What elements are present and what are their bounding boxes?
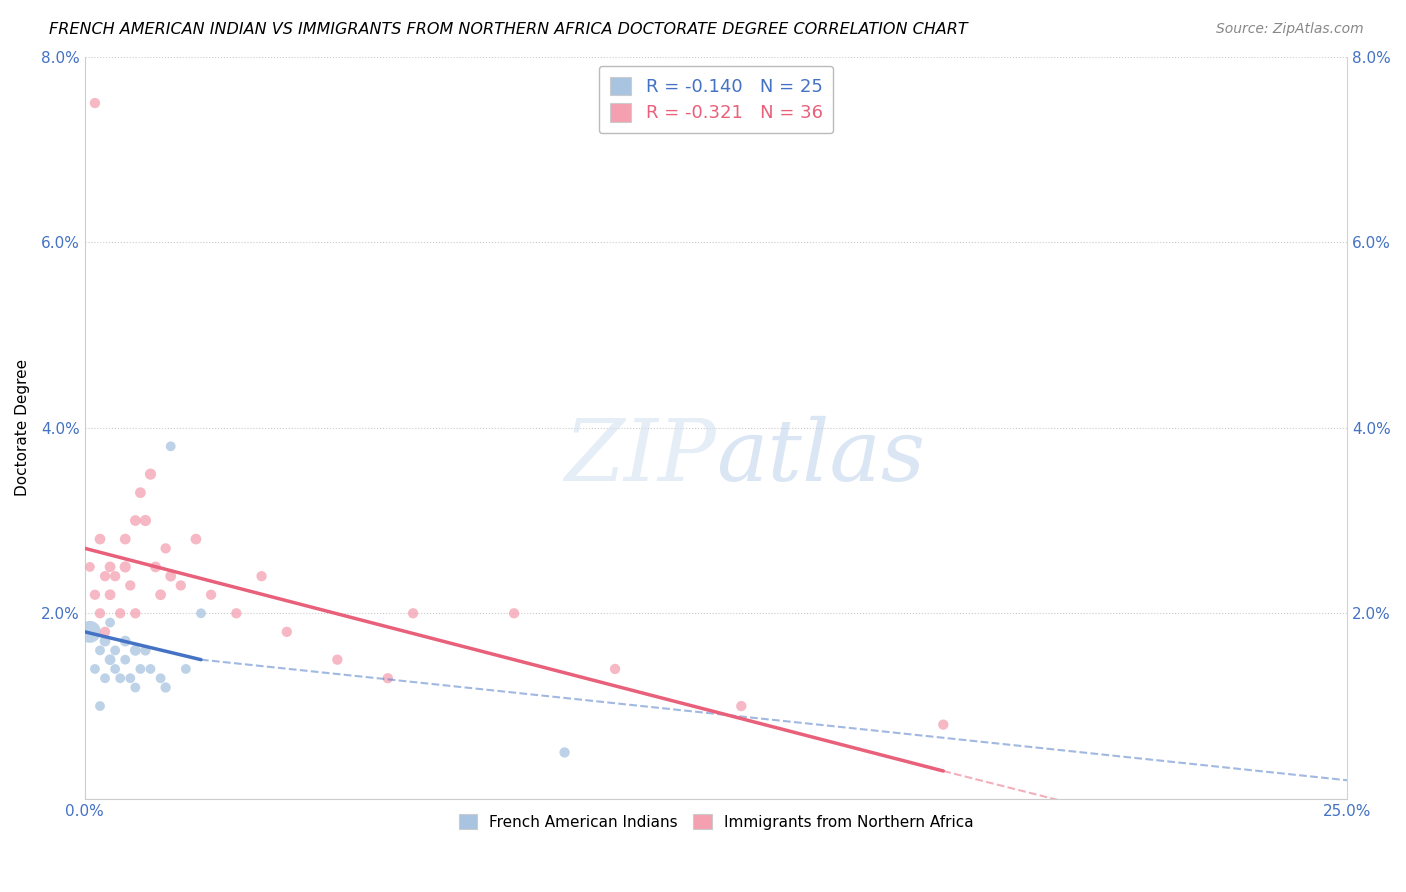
Point	[108, 607, 131, 621]
Point	[174, 662, 197, 676]
Point	[98, 588, 121, 602]
Point	[554, 746, 576, 760]
Point	[89, 532, 111, 546]
Point	[114, 653, 136, 667]
Legend: French American Indians, Immigrants from Northern Africa: French American Indians, Immigrants from…	[453, 807, 980, 836]
Point	[200, 588, 222, 602]
Point	[124, 514, 146, 528]
Point	[98, 653, 121, 667]
Point	[250, 569, 273, 583]
Point	[104, 662, 127, 676]
Text: atlas: atlas	[716, 416, 925, 499]
Point	[108, 671, 131, 685]
Point	[149, 671, 172, 685]
Point	[402, 607, 425, 621]
Point	[134, 643, 156, 657]
Point	[124, 681, 146, 695]
Point	[134, 514, 156, 528]
Point	[79, 560, 101, 574]
Point	[326, 653, 349, 667]
Text: Source: ZipAtlas.com: Source: ZipAtlas.com	[1216, 22, 1364, 37]
Text: FRENCH AMERICAN INDIAN VS IMMIGRANTS FROM NORTHERN AFRICA DOCTORATE DEGREE CORRE: FRENCH AMERICAN INDIAN VS IMMIGRANTS FRO…	[49, 22, 967, 37]
Point	[104, 569, 127, 583]
Point	[225, 607, 247, 621]
Point	[120, 578, 142, 592]
Y-axis label: Doctorate Degree: Doctorate Degree	[15, 359, 30, 496]
Point	[932, 717, 955, 731]
Point	[94, 569, 117, 583]
Point	[94, 671, 117, 685]
Point	[159, 439, 181, 453]
Point	[124, 643, 146, 657]
Point	[114, 560, 136, 574]
Point	[377, 671, 399, 685]
Point	[98, 615, 121, 630]
Text: ZIP: ZIP	[564, 416, 716, 499]
Point	[170, 578, 193, 592]
Point	[129, 485, 152, 500]
Point	[184, 532, 207, 546]
Point	[276, 624, 298, 639]
Point	[84, 662, 107, 676]
Point	[730, 699, 752, 714]
Point	[114, 634, 136, 648]
Point	[603, 662, 626, 676]
Point	[79, 624, 101, 639]
Point	[94, 624, 117, 639]
Point	[104, 643, 127, 657]
Point	[89, 643, 111, 657]
Point	[155, 681, 177, 695]
Point	[98, 560, 121, 574]
Point	[89, 699, 111, 714]
Point	[149, 588, 172, 602]
Point	[145, 560, 167, 574]
Point	[120, 671, 142, 685]
Point	[84, 588, 107, 602]
Point	[503, 607, 526, 621]
Point	[129, 662, 152, 676]
Point	[139, 467, 162, 482]
Point	[124, 607, 146, 621]
Point	[94, 634, 117, 648]
Point	[159, 569, 181, 583]
Point	[139, 662, 162, 676]
Point	[190, 607, 212, 621]
Point	[155, 541, 177, 556]
Point	[89, 607, 111, 621]
Point	[84, 96, 107, 111]
Point	[114, 532, 136, 546]
